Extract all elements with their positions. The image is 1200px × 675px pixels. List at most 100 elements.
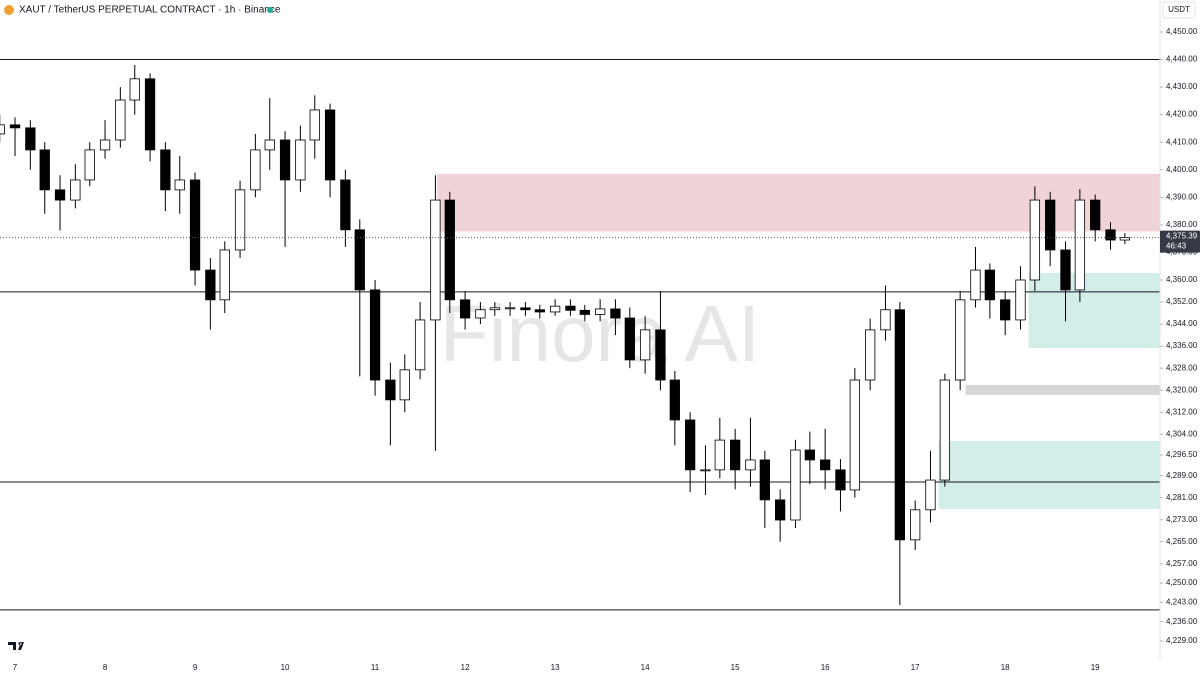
candle-body: [160, 149, 171, 191]
candle-body: [279, 139, 291, 181]
y-tick-label: 4,304.00: [1166, 429, 1198, 438]
candle-body: [1074, 199, 1086, 291]
y-tick-label: 4,281.00: [1166, 493, 1198, 502]
y-tick-label: 4,250.00: [1166, 578, 1198, 587]
candle-body: [369, 289, 381, 381]
candle-body: [1045, 199, 1056, 251]
y-tick-label: 4,257.00: [1166, 559, 1198, 568]
axis-layer: 4,450.00 4,440.00 4,430.00 4,420.00 4,410.00…: [13, 27, 1200, 672]
symbol-icon: [4, 5, 14, 15]
x-tick-label: 8: [103, 663, 108, 672]
y-tick-label: 4,320.00: [1166, 385, 1198, 394]
zone: [938, 440, 1160, 509]
last-price-label: 4,375.39: [1166, 232, 1198, 241]
x-tick-label: 16: [821, 663, 830, 672]
candle-body: [25, 127, 36, 151]
candle-body: [250, 149, 261, 191]
candle-body: [624, 317, 635, 361]
status-dot: [267, 7, 273, 13]
candle-body: [504, 307, 516, 310]
candle-body: [1105, 229, 1116, 241]
candle-body: [1029, 199, 1041, 281]
x-tick-label: 17: [911, 663, 920, 672]
zone: [1028, 272, 1160, 349]
candle-body: [144, 78, 156, 151]
y-tick-label: 4,312.00: [1166, 407, 1198, 416]
y-tick-label: 4,336.00: [1166, 341, 1198, 350]
candle-body: [700, 469, 711, 472]
candle-body: [669, 379, 680, 421]
y-tick-label: 4,273.00: [1166, 515, 1198, 524]
candle-body: [295, 139, 306, 181]
candle-body: [219, 249, 230, 301]
candle-body: [835, 469, 846, 491]
candle-body: [910, 509, 921, 541]
candle-body: [340, 179, 351, 231]
candle-body: [970, 269, 981, 301]
candle-body: [54, 189, 66, 201]
candle-body: [849, 379, 860, 491]
y-tick-label: 4,243.00: [1166, 598, 1198, 607]
countdown: 46:43: [1166, 242, 1187, 251]
y-tick-label: 4,289.00: [1166, 471, 1198, 480]
candle-body: [459, 299, 471, 319]
y-tick-label: 4,265.00: [1166, 537, 1198, 546]
x-tick-label: 12: [461, 663, 470, 672]
currency-box[interactable]: [1162, 1, 1196, 19]
candle-body: [804, 449, 815, 461]
candle-body: [9, 124, 21, 129]
candle-body: [414, 319, 426, 371]
candle-body: [925, 479, 936, 511]
x-tick-label: 14: [641, 663, 650, 672]
y-tick-label: 4,229.00: [1166, 636, 1198, 645]
candle-body: [354, 229, 365, 291]
y-tick-label: 4,430.00: [1166, 82, 1198, 91]
y-tick-label: 4,450.00: [1166, 27, 1198, 36]
x-tick-label: 7: [13, 663, 18, 672]
candle-body: [594, 308, 606, 315]
candle-body: [549, 305, 561, 313]
candle-body: [430, 199, 441, 321]
candle-body: [984, 269, 996, 301]
x-tick-label: 18: [1001, 663, 1010, 672]
candle-body: [745, 459, 756, 471]
currency[interactable]: USDT: [1168, 5, 1190, 14]
y-tick-label: 4,420.00: [1166, 110, 1198, 119]
y-tick-label: 4,410.00: [1166, 137, 1198, 146]
candle-body: [759, 459, 770, 501]
candle-body: [115, 99, 126, 141]
candle-body: [205, 269, 216, 301]
chart-title: XAUT / TetherUS PERPETUAL CONTRACT · 1h …: [19, 5, 281, 16]
candle-body: [174, 179, 185, 191]
y-tick-label: 4,236.00: [1166, 617, 1198, 626]
candle-body: [565, 305, 576, 311]
last-price-box: [1160, 230, 1200, 253]
candle-body: [894, 309, 906, 541]
candle-body: [475, 309, 486, 319]
price-axis-bg: [1160, 0, 1200, 675]
candle-body: [0, 124, 5, 135]
candle-body: [1015, 279, 1026, 321]
candle-body: [1119, 237, 1131, 241]
candle-body: [820, 459, 831, 471]
candle-body: [84, 149, 95, 181]
candle-body: [790, 449, 801, 521]
candle-body: [955, 299, 966, 381]
candle-body: [1060, 249, 1071, 291]
y-tick-label: 4,440.00: [1166, 55, 1198, 64]
zone: [965, 384, 1160, 395]
y-tick-label: 4,360.00: [1166, 275, 1198, 284]
plot-layer: [0, 65, 1160, 606]
candle-body: [189, 179, 201, 271]
candle-body: [1000, 299, 1011, 321]
candle-body: [775, 499, 786, 521]
candle-body: [264, 139, 275, 151]
candle-body: [655, 329, 666, 381]
candle-body: [99, 139, 111, 151]
candle-body: [324, 109, 336, 181]
x-tick-label: 15: [731, 663, 740, 672]
candle-body: [489, 307, 500, 311]
candle-body: [1090, 199, 1101, 231]
candle-body: [399, 369, 410, 401]
